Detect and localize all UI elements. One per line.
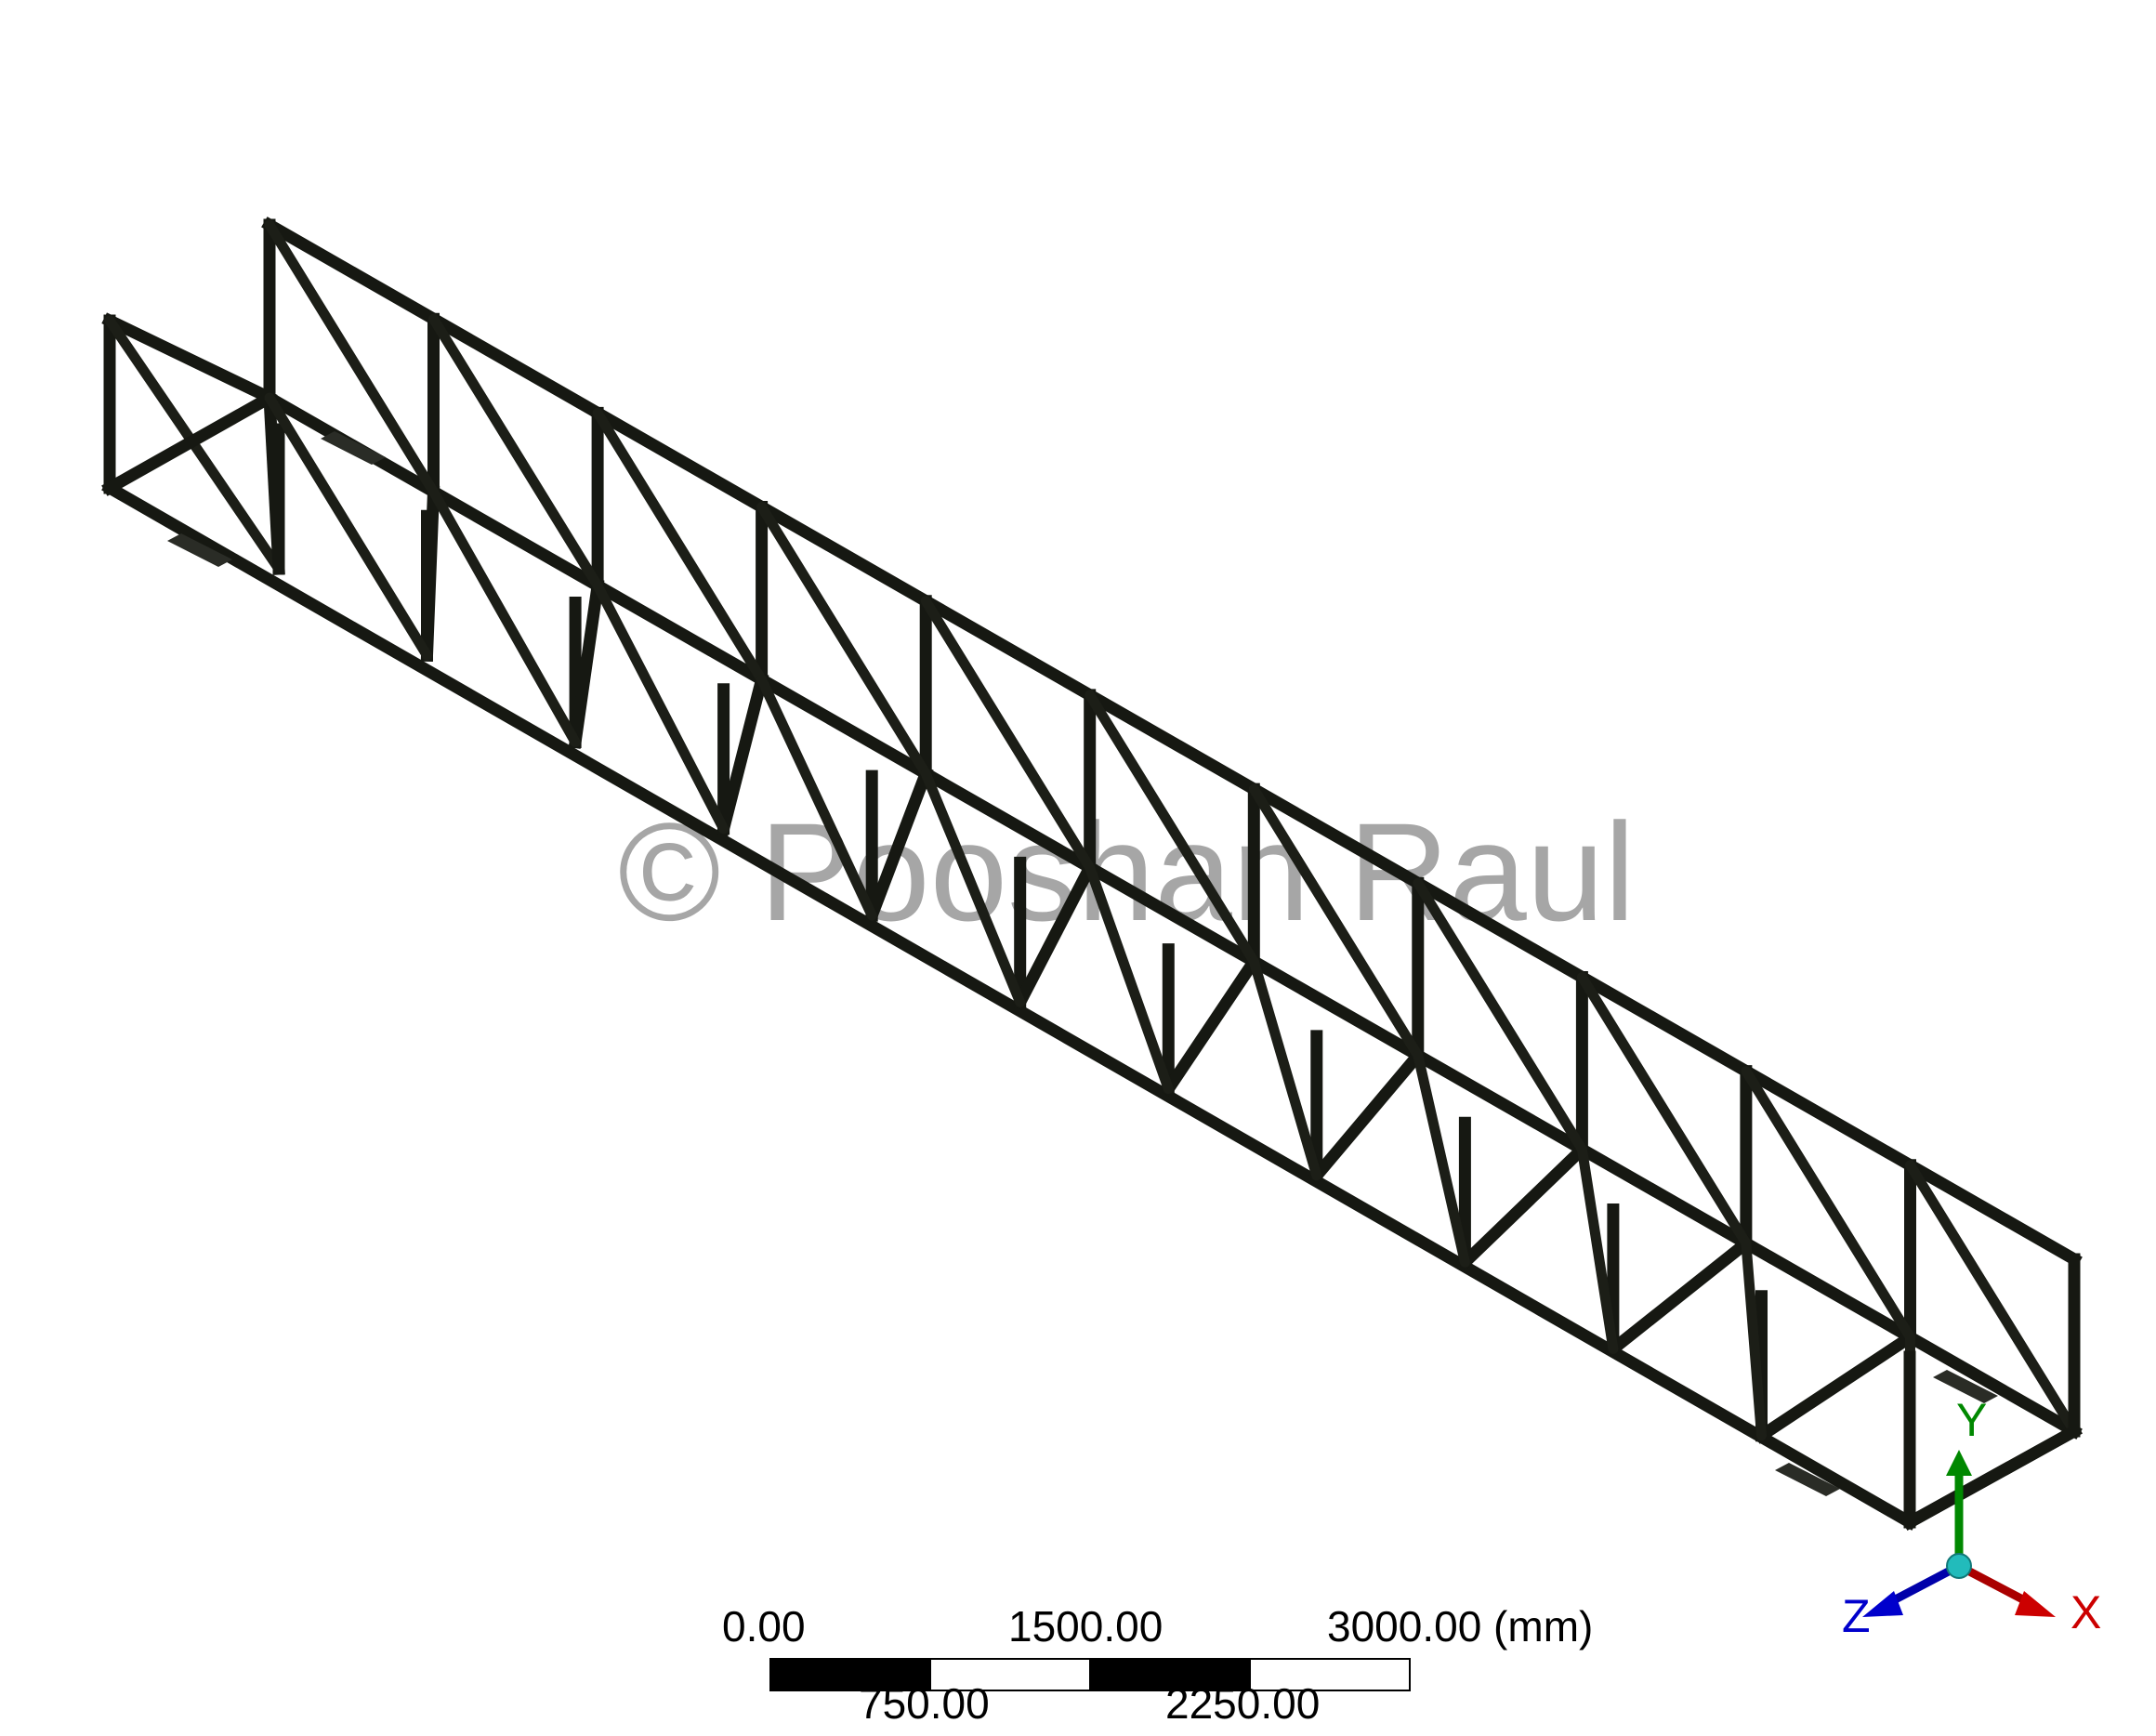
floor-cross-beam: [1308, 1046, 1426, 1185]
back-wall-diagonal: [1576, 972, 1752, 1249]
z-axis-label: Z: [1842, 1590, 1871, 1642]
support-pad: [321, 431, 386, 465]
floor-diagonal: [1085, 862, 1174, 1095]
floor-cross-beam: [1160, 953, 1263, 1098]
y-axis-label: Y: [1956, 1394, 1987, 1446]
left-top-strut: [101, 312, 278, 406]
floor-cross-beam: [863, 766, 934, 924]
bottom-back-chord: [261, 389, 2083, 1440]
z-axis-line: [1882, 1562, 1962, 1609]
floor-diagonal: [1741, 1238, 1767, 1441]
y-axis-arrowhead: [1946, 1450, 1972, 1476]
floor-diagonal: [264, 392, 432, 661]
x-axis-line: [1956, 1562, 2036, 1609]
x-axis-arrowhead: [2015, 1591, 2056, 1617]
support-pad: [1933, 1370, 1998, 1403]
back-wall-diagonal: [1413, 877, 1587, 1155]
right-floor-beam: [1901, 1423, 2083, 1531]
floor-cross-beam: [1753, 1328, 1919, 1444]
back-wall-diagonal: [756, 502, 931, 779]
scale-segment-4: [1249, 1658, 1411, 1691]
scale-segment-3: [1089, 1658, 1251, 1691]
scale-label-750: 750.00: [859, 1679, 990, 1728]
scale-label-0: 0.00: [722, 1602, 806, 1651]
floor-cross-beam: [1604, 1234, 1755, 1358]
scale-bar: 0.00 1500.00 3000.00 (mm) 750.00 2250.00: [722, 1602, 1593, 1728]
floor-diagonal: [756, 674, 877, 921]
floor-diagonal: [1248, 956, 1322, 1181]
scale-label-2250: 2250.00: [1165, 1679, 1320, 1728]
back-wall-diagonal: [1741, 1066, 1915, 1343]
triad-origin: [1946, 1553, 1972, 1579]
support-pad: [167, 533, 232, 567]
back-wall-diagonal: [920, 596, 1096, 873]
floor-diagonal: [1413, 1050, 1470, 1268]
scale-segment-2: [929, 1658, 1091, 1691]
floor-diagonal: [592, 580, 730, 835]
floor-diagonal: [920, 768, 1026, 1007]
floor-diagonal: [428, 486, 581, 747]
back-wall-diagonal: [1085, 690, 1259, 967]
axis-triad: Y X Z: [1842, 1394, 2101, 1642]
scale-label-1500: 1500.00: [1008, 1602, 1163, 1651]
z-axis-arrowhead: [1862, 1591, 1903, 1617]
back-wall-diagonal: [428, 313, 603, 591]
floor-diagonal: [1576, 1144, 1619, 1354]
back-wall-diagonal: [1905, 1160, 2080, 1437]
back-wall-diagonal: [264, 219, 439, 497]
x-axis-label: X: [2071, 1586, 2101, 1638]
truss-frame: [101, 217, 2083, 1531]
floor-cross-beam: [1456, 1140, 1591, 1271]
scale-label-3000-unit: 3000.00 (mm): [1327, 1602, 1593, 1651]
back-wall-diagonal: [592, 407, 768, 685]
top-back-chord: [261, 217, 2083, 1268]
left-floor-beam: [101, 389, 278, 496]
floor-cross-beam: [420, 485, 440, 663]
scale-segment-1: [769, 1658, 931, 1691]
support-pad: [1775, 1463, 1840, 1496]
floor-cross-beam: [263, 391, 285, 575]
back-wall-diagonal: [1248, 783, 1424, 1061]
floor-cross-beam: [1011, 859, 1098, 1011]
floor-cross-beam: [568, 578, 605, 749]
floor-cross-beam: [716, 672, 769, 836]
